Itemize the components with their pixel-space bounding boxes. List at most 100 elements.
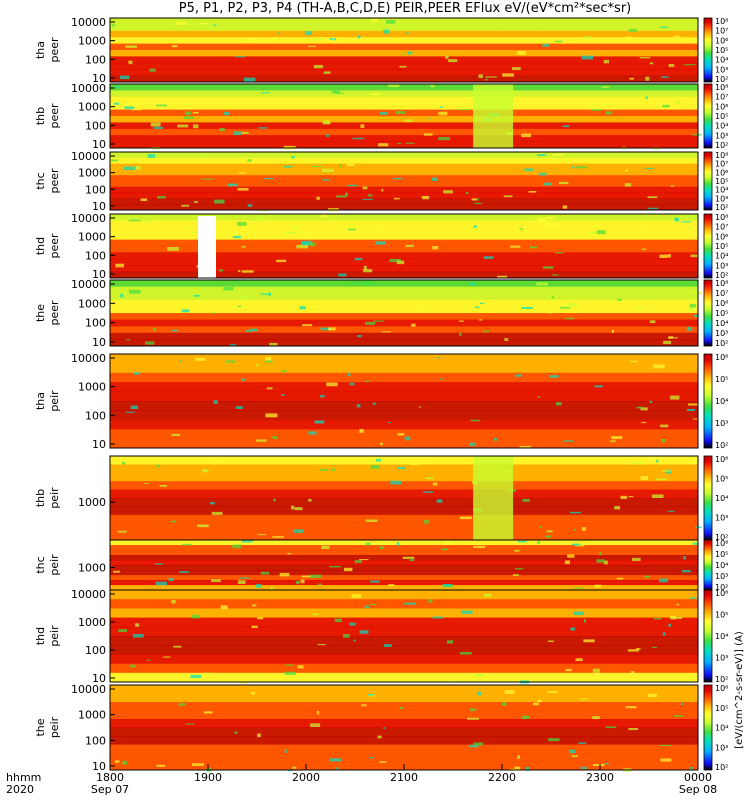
spectrogram-noise [661, 470, 672, 472]
spectrogram-noise [349, 282, 359, 285]
spectrogram-noise [653, 364, 665, 369]
spectrogram-noise [368, 603, 377, 606]
spectrogram-noise [662, 104, 670, 108]
y-axis-label-species: peer [48, 300, 61, 326]
spectrogram-noise [493, 437, 497, 441]
spectrogram-noise [436, 356, 441, 359]
spectrogram-noise [552, 274, 559, 276]
spectrogram-noise [645, 96, 648, 100]
spectrogram-noise [465, 191, 469, 195]
spectrogram-noise [537, 396, 541, 398]
spectrogram-noise [689, 303, 697, 308]
spectrogram-noise [257, 733, 261, 738]
spectrogram-band [110, 599, 698, 609]
spectrogram-noise [426, 477, 434, 480]
x-tick-label: 0000 [684, 771, 712, 784]
spectrogram-noise [213, 24, 217, 26]
spectrogram-noise [185, 723, 195, 725]
spectrogram-noise [504, 690, 515, 694]
spectrogram-noise [562, 125, 570, 128]
x-tick-label: 1800 [96, 771, 124, 784]
colorbar-tick-label: 10² [715, 141, 728, 150]
spectrogram-noise [170, 520, 177, 523]
y-tick-label: 10 [92, 138, 106, 151]
spectrogram-noise [219, 128, 225, 132]
spectrogram-noise [625, 169, 628, 172]
spectrogram-band [110, 410, 698, 421]
y-tick-label: 100 [85, 249, 106, 262]
spectrogram-noise [676, 603, 679, 606]
spectrogram-noise [219, 215, 225, 218]
colorbar-tick-label: 10⁶ [715, 232, 728, 241]
spectrogram-band [110, 382, 698, 393]
panel-frame [109, 213, 699, 279]
spectrogram-noise [378, 143, 389, 147]
spectrogram-noise [662, 632, 666, 636]
spectrogram-noise [241, 540, 253, 543]
spectrogram-noise [270, 587, 274, 592]
spectrogram-noise [235, 406, 243, 409]
spectrogram-noise [260, 571, 270, 575]
y-tick-label: 1000 [78, 562, 106, 575]
spectrogram-noise [362, 186, 368, 190]
spectrogram-noise [379, 761, 387, 763]
spectrogram-noise [656, 459, 659, 463]
spectrogram-noise [423, 133, 433, 136]
colorbar-tick-label: 10³ [715, 743, 728, 752]
spectrogram-noise [122, 461, 126, 465]
spectrogram-noise [681, 570, 691, 573]
spectrogram-band [110, 163, 698, 170]
spectrogram-noise [660, 76, 669, 78]
spectrogram-band [110, 685, 698, 694]
spectrogram-noise [333, 38, 337, 41]
spectrogram-noise [514, 766, 521, 770]
spectrogram-noise [124, 106, 135, 110]
spectrogram-noise [521, 306, 533, 309]
panel-thc-peir: 1000 thc peir 10² 10³ 10⁴ 10⁵ 10⁶ [34, 539, 728, 592]
spectrogram-noise [347, 228, 356, 231]
spectrogram-noise [232, 544, 241, 549]
y-axis-label-probe: thb [34, 489, 47, 507]
spectrogram-noise [405, 32, 409, 34]
spectrogram-noise [330, 37, 333, 40]
spectrogram-band [110, 736, 698, 745]
spectrogram-noise [469, 282, 475, 286]
spectrogram-noise [568, 749, 576, 754]
spectrogram-noise [291, 505, 295, 510]
spectrogram-noise [395, 111, 406, 114]
spectrogram-noise [375, 458, 381, 462]
spectrogram-noise [302, 324, 313, 327]
spectrogram-noise [611, 436, 623, 440]
spectrogram-band [110, 540, 698, 546]
spectrogram-noise [286, 664, 293, 666]
spectrogram-noise [430, 85, 435, 88]
y-axis-label-probe: the [34, 304, 47, 322]
spectrogram-band [110, 90, 698, 98]
spectrogram-noise [396, 542, 400, 547]
spectrogram-noise [149, 68, 156, 72]
y-axis-label-probe: tha [34, 392, 47, 410]
spectrogram-noise [458, 109, 470, 111]
spectrogram-noise [446, 640, 453, 644]
spectrogram-noise [573, 611, 585, 616]
colorbar-tick-label: 10⁵ [715, 46, 728, 55]
colorbar-tick-label: 10⁶ [715, 455, 728, 464]
spectrogram-noise [502, 73, 514, 77]
spectrogram-band [110, 319, 698, 327]
data-gap-region [473, 84, 514, 148]
spectrogram-band [110, 24, 698, 32]
spectrogram-band [110, 626, 698, 637]
spectrogram-noise [144, 482, 150, 485]
spectrogram-noise [254, 217, 266, 221]
y-axis-label-probe: thd [34, 237, 47, 255]
spectrogram-band [110, 710, 698, 720]
spectrogram-noise [302, 236, 313, 239]
spectrogram-noise [445, 55, 449, 59]
spectrogram-noise [421, 196, 430, 200]
spectrogram-noise [372, 402, 376, 405]
spectrogram-noise [617, 298, 622, 301]
spectrogram-noise [590, 109, 602, 111]
data-gap-blank [198, 216, 216, 278]
spectrogram-noise [323, 71, 331, 74]
spectrogram-noise [192, 124, 199, 129]
